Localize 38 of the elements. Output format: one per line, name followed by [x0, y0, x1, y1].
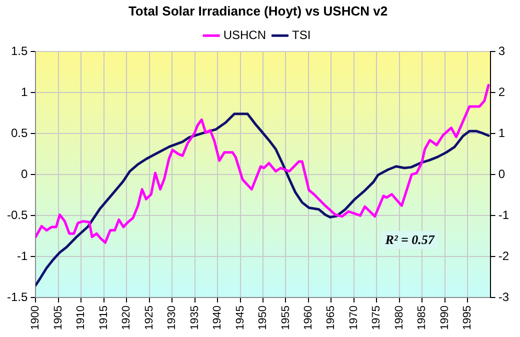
y-tick-label: -1.5	[6, 290, 28, 304]
x-tick-label: 1960	[302, 306, 314, 330]
x-tick-label: 1970	[348, 306, 360, 330]
x-tick-label: 1975	[370, 306, 383, 330]
x-tick-label: 1930	[166, 306, 178, 330]
legend-label: TSI	[292, 28, 311, 42]
x-tick-label: 1995	[462, 306, 474, 330]
x-tick-label: 1955	[280, 306, 292, 330]
y2-tick-label: -3	[498, 290, 510, 304]
x-tick-label: 1920	[120, 306, 133, 330]
x-tick-label: 1980	[393, 306, 406, 330]
x-tick-label: 1900	[30, 306, 42, 330]
y2-tick-label: 1	[498, 126, 506, 140]
y2-tick-label: 2	[498, 84, 506, 99]
y-tick-label: 1.5	[10, 44, 28, 58]
y-tick-label: 0	[20, 166, 28, 181]
x-tick-label: 1935	[188, 306, 201, 330]
x-tick-label: 1905	[52, 306, 64, 330]
y-tick-label: -0.5	[6, 208, 28, 222]
x-tick-label: 1910	[75, 306, 88, 330]
y2-tick-label: -1	[498, 208, 510, 222]
y-tick-label: -1	[17, 248, 28, 263]
y2-tick-label: 3	[498, 44, 506, 58]
annotation: R² = 0.57	[381, 231, 438, 250]
x-tick-label: 1925	[143, 306, 156, 330]
x-tick-label: 1940	[212, 306, 224, 330]
y2-tick-label: 0	[498, 166, 506, 181]
y2-tick-label: -2	[498, 248, 510, 263]
x-tick-label: 1990	[438, 306, 451, 330]
x-tick-label: 1985	[416, 306, 428, 330]
y-tick-label: 1	[20, 84, 28, 99]
x-tick-label: 1965	[325, 306, 338, 330]
x-tick-label: 1915	[98, 306, 110, 330]
x-tick-label: 1945	[234, 306, 246, 330]
legend-label: USHCN	[223, 28, 266, 42]
chart-title: Total Solar Irradiance (Hoyt) vs USHCN v2	[128, 3, 388, 18]
x-tick-label: 1950	[257, 306, 270, 330]
y-tick-label: 0.5	[10, 126, 28, 140]
